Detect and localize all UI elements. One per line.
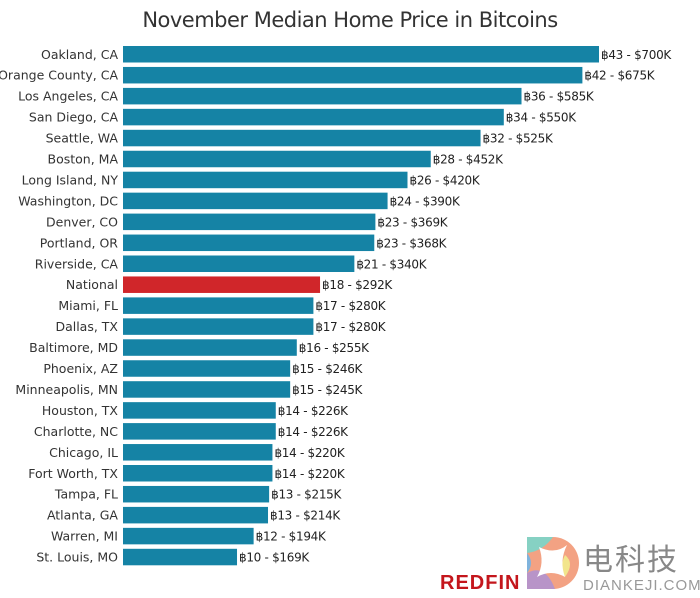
data-label: ฿36 - $585K	[524, 90, 595, 104]
category-label: Baltimore, MD	[29, 340, 118, 355]
bar	[123, 548, 238, 566]
category-label: Miami, FL	[58, 298, 118, 313]
watermark: 电科技 DIANKEJI.COM	[525, 533, 700, 598]
category-label: Seattle, WA	[46, 131, 119, 146]
bar	[123, 46, 599, 63]
bar	[123, 465, 273, 482]
category-label: Charlotte, NC	[34, 424, 118, 439]
data-label: ฿26 - $420K	[409, 173, 480, 187]
data-label: ฿15 - $245K	[292, 383, 363, 397]
data-label: ฿14 - $226K	[278, 425, 349, 439]
bar	[123, 360, 291, 377]
category-label: Orange County, CA	[0, 68, 118, 83]
data-label: ฿32 - $525K	[483, 132, 554, 146]
bar	[123, 129, 481, 147]
bar	[123, 87, 522, 105]
category-label: Boston, MA	[48, 152, 119, 167]
bar	[123, 402, 276, 419]
bar	[123, 108, 504, 126]
watermark-text-cn: 电科技	[583, 544, 679, 577]
bar	[123, 381, 291, 398]
bar	[123, 171, 408, 189]
category-label: Warren, MI	[51, 529, 118, 544]
category-label: San Diego, CA	[29, 110, 119, 125]
bar	[123, 318, 314, 335]
category-label: St. Louis, MO	[36, 550, 118, 565]
category-label: Oakland, CA	[41, 47, 118, 62]
bar	[123, 255, 355, 272]
category-label: Tampa, FL	[54, 487, 118, 502]
data-label: ฿23 - $369K	[377, 215, 448, 229]
data-label: ฿21 - $340K	[356, 257, 427, 271]
bar	[123, 234, 375, 252]
bar	[123, 423, 276, 440]
bar	[123, 150, 431, 168]
category-label: Long Island, NY	[22, 172, 119, 187]
category-label: Atlanta, GA	[47, 508, 118, 523]
watermark-brand: REDFIN	[440, 572, 521, 594]
category-label: Chicago, IL	[49, 445, 118, 460]
data-label: ฿42 - $675K	[584, 69, 655, 83]
category-label: Houston, TX	[42, 403, 119, 418]
bar	[123, 192, 388, 210]
category-label: Phoenix, AZ	[43, 361, 118, 376]
data-label: ฿43 - $700K	[601, 48, 672, 62]
data-label: ฿14 - $226K	[278, 404, 349, 418]
category-label: Denver, CO	[46, 214, 118, 229]
data-label: ฿13 - $215K	[271, 488, 342, 502]
data-label: ฿34 - $550K	[506, 111, 577, 125]
data-label: ฿14 - $220K	[274, 446, 345, 460]
data-label: ฿15 - $246K	[292, 362, 363, 376]
watermark-text-en: DIANKEJI.COM	[583, 577, 700, 594]
bar	[123, 527, 254, 545]
data-label: ฿14 - $220K	[274, 467, 345, 481]
data-label: ฿13 - $214K	[270, 509, 341, 523]
data-label: ฿24 - $390K	[390, 194, 461, 208]
category-label: Fort Worth, TX	[28, 466, 118, 481]
data-label: ฿12 - $194K	[256, 530, 327, 544]
category-label: Washington, DC	[18, 193, 118, 208]
bar	[123, 339, 297, 356]
bar	[123, 506, 269, 524]
bar	[123, 485, 270, 503]
category-label: Dallas, TX	[55, 319, 118, 334]
bar	[123, 213, 376, 231]
data-label: ฿17 - $280K	[315, 320, 386, 334]
category-label: Riverside, CA	[35, 256, 119, 271]
bar	[123, 297, 314, 314]
bar-highlight	[123, 276, 321, 293]
bar	[123, 444, 273, 461]
data-label: ฿16 - $255K	[299, 341, 370, 355]
chart-title: November Median Home Price in Bitcoins	[142, 8, 558, 32]
data-label: ฿18 - $292K	[322, 278, 393, 292]
bar	[123, 66, 583, 84]
watermark-logo-icon	[527, 537, 579, 589]
data-label: ฿28 - $452K	[433, 153, 504, 167]
category-label: National	[66, 277, 118, 292]
data-label: ฿17 - $280K	[315, 299, 386, 313]
category-label: Los Angeles, CA	[18, 89, 118, 104]
data-label: ฿10 - $169K	[239, 551, 310, 565]
data-label: ฿23 - $368K	[376, 236, 447, 250]
category-label: Portland, OR	[40, 235, 119, 250]
category-label: Minneapolis, MN	[15, 382, 118, 397]
